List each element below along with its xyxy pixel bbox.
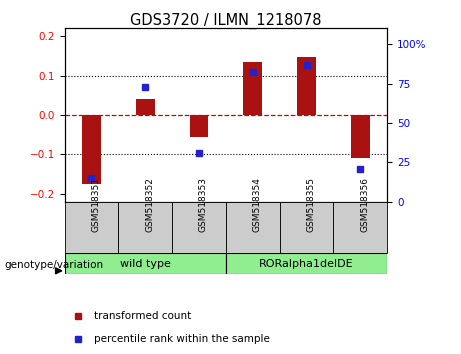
Bar [65,253,226,274]
Bar [243,62,262,115]
Text: GDS3720 / ILMN_1218078: GDS3720 / ILMN_1218078 [130,12,322,29]
Bar [280,202,333,253]
Bar [226,202,280,253]
Text: percentile rank within the sample: percentile rank within the sample [95,334,270,344]
Bar [65,202,118,253]
Text: GSM518352: GSM518352 [145,177,154,232]
Bar [333,202,387,253]
Bar [172,202,226,253]
Text: wild type: wild type [120,259,171,269]
Bar [189,115,208,137]
Text: GSM518355: GSM518355 [307,177,316,232]
Bar [297,57,316,115]
Text: transformed count: transformed count [95,311,192,321]
Text: GSM518356: GSM518356 [361,177,369,232]
Bar [351,115,370,158]
Text: RORalpha1delDE: RORalpha1delDE [259,259,354,269]
Bar [226,253,387,274]
Bar [82,115,101,184]
Bar [136,99,154,115]
Text: GSM518351: GSM518351 [91,177,100,232]
Text: GSM518354: GSM518354 [253,177,262,232]
Text: genotype/variation: genotype/variation [5,260,104,270]
Text: GSM518353: GSM518353 [199,177,208,232]
Bar [118,202,172,253]
